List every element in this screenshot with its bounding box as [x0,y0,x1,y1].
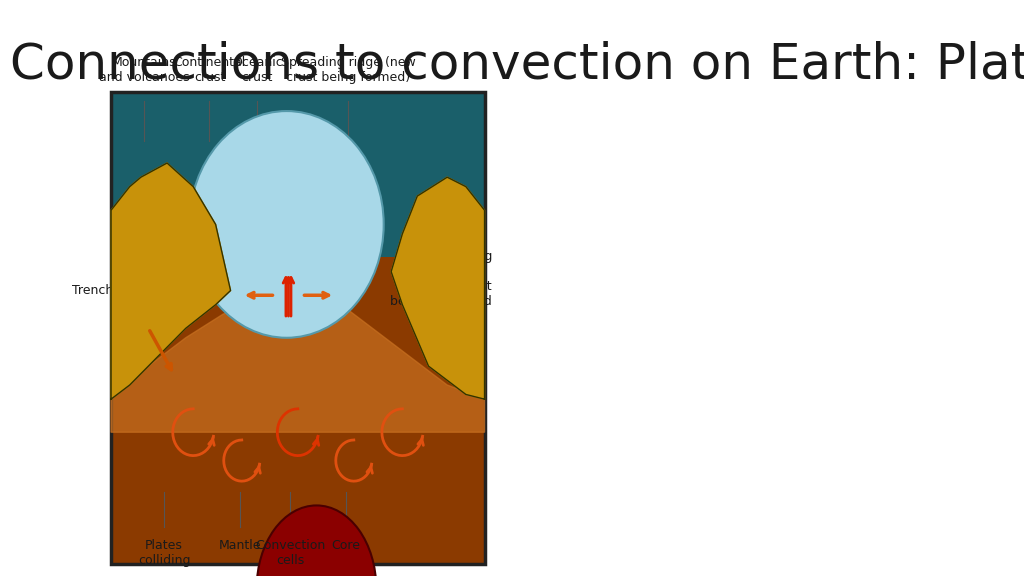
Text: Ocean crust
being destroyed: Ocean crust being destroyed [390,280,493,308]
Polygon shape [391,177,484,399]
Ellipse shape [257,506,376,576]
Polygon shape [111,163,230,399]
Text: Mountains
and volcanoes: Mountains and volcanoes [98,55,189,84]
Text: Trench: Trench [73,285,114,297]
Text: Convection
cells: Convection cells [255,539,326,567]
Polygon shape [111,290,484,432]
Text: Plates colliding: Plates colliding [397,250,493,263]
Text: Oceanic
crust: Oceanic crust [232,55,283,84]
Text: Core: Core [331,539,360,552]
Text: Plates
colliding: Plates colliding [138,539,190,567]
Ellipse shape [189,111,384,338]
Text: Spreading ridge (new
crust being formed): Spreading ridge (new crust being formed) [281,55,416,84]
Text: Mantle: Mantle [218,539,261,552]
Text: Connections to convection on Earth: Plate Tectonics: Connections to convection on Earth: Plat… [10,40,1024,88]
FancyBboxPatch shape [111,257,484,564]
FancyBboxPatch shape [111,92,484,399]
Text: Continental
crust: Continental crust [173,55,246,84]
